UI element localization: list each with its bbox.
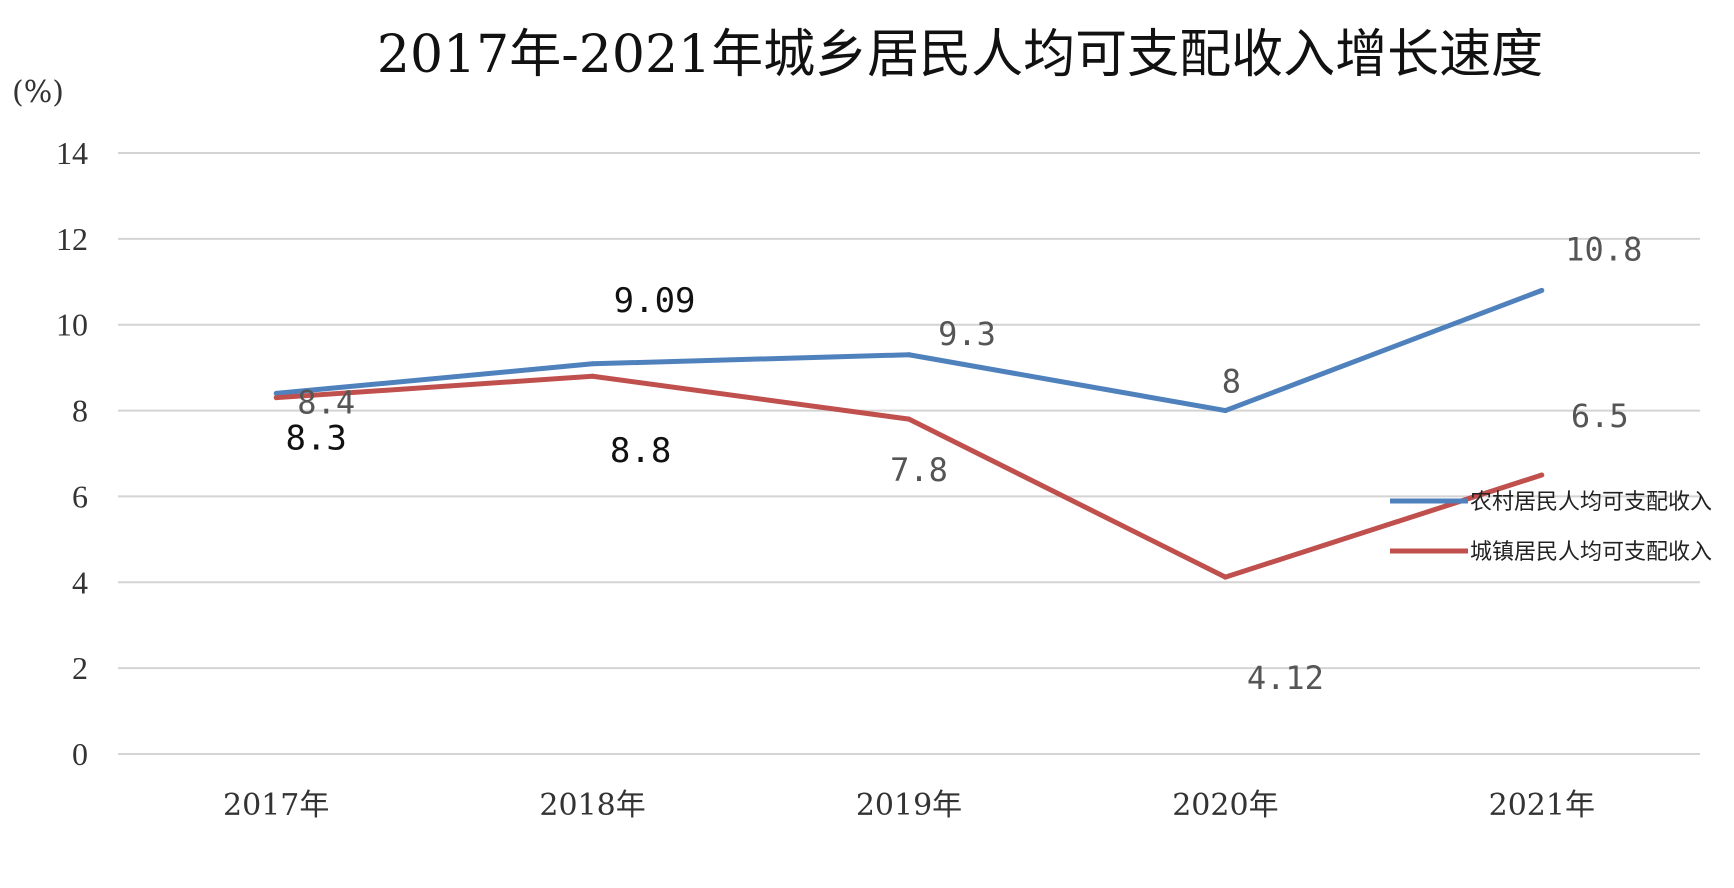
data-label: 10.8 [1565, 230, 1642, 268]
data-point [590, 361, 596, 367]
x-tick-label: 2017年 [223, 788, 329, 823]
y-axis-ticks: 0 2 4 6 8 10 12 14 [56, 135, 88, 772]
y-tick-label: 10 [56, 307, 88, 343]
gridlines [118, 152, 1700, 755]
x-axis-ticks: 2017年 2018年 2019年 2020年 2021年 [223, 788, 1595, 823]
y-tick-label: 8 [72, 393, 88, 429]
y-tick-label: 4 [72, 564, 88, 600]
series-lines [273, 287, 1545, 580]
legend-label: 城镇居民人均可支配收入 [1470, 540, 1712, 565]
data-point [590, 373, 596, 379]
data-label: 9.09 [614, 281, 696, 321]
data-label: 8.4 [297, 383, 355, 421]
series-line-0 [275, 288, 1543, 414]
data-point [273, 390, 279, 396]
data-labels: 8.4 9.09 9.3 8 10.8 8.3 8.8 7.8 4.12 6.5 [285, 230, 1642, 697]
x-tick-label: 2021年 [1489, 788, 1595, 823]
x-tick-label: 2018年 [539, 788, 645, 823]
data-label: 7.8 [890, 451, 948, 489]
y-tick-label: 2 [72, 650, 88, 686]
legend-label: 农村居民人均可支配收入 [1470, 490, 1712, 515]
data-point [1222, 408, 1228, 414]
data-label: 4.12 [1247, 659, 1324, 697]
data-point [906, 416, 912, 422]
y-axis-unit: (%) [12, 75, 64, 110]
y-tick-label: 6 [72, 478, 88, 514]
data-label: 8 [1222, 363, 1241, 401]
data-label: 8.3 [285, 419, 346, 459]
x-tick-label: 2019年 [856, 788, 962, 823]
y-tick-label: 12 [56, 221, 88, 257]
y-tick-label: 14 [56, 135, 88, 171]
chart-title: 2017年-2021年城乡居民人均可支配收入增长速度 [377, 25, 1543, 85]
data-point [906, 352, 912, 358]
data-point [273, 395, 279, 401]
data-label: 8.8 [610, 431, 671, 471]
x-tick-label: 2020年 [1172, 788, 1278, 823]
data-point [1539, 287, 1545, 293]
data-label: 6.5 [1571, 397, 1629, 435]
data-point [1222, 574, 1228, 580]
data-label: 9.3 [938, 315, 996, 353]
y-tick-label: 0 [72, 736, 88, 772]
data-point [1539, 472, 1545, 478]
